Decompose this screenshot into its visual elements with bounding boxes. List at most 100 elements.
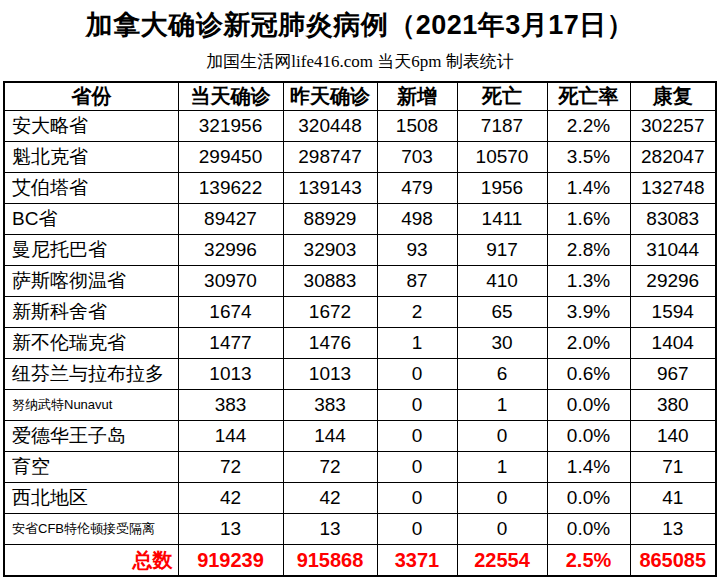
value-cell: 6 [457,359,547,390]
total-recovered: 865085 [630,545,716,577]
table-row: 安省CFB特伦顿接受隔离1313000.0%13 [4,514,716,545]
value-cell: 1594 [630,297,716,328]
value-cell: 1674 [178,297,283,328]
value-cell: 65 [457,297,547,328]
value-cell: 32996 [178,235,283,266]
value-cell: 967 [630,359,716,390]
table-row: 安大略省321956320448150871872.2%302257 [4,111,716,142]
value-cell: 0 [457,421,547,452]
value-cell: 302257 [630,111,716,142]
value-cell: 7187 [457,111,547,142]
table-row: 纽芬兰与拉布拉多10131013060.6%967 [4,359,716,390]
value-cell: 1508 [377,111,457,142]
table-body: 安大略省321956320448150871872.2%302257魁北克省29… [4,111,716,545]
value-cell: 1.4% [547,452,630,483]
value-cell: 30883 [283,266,377,297]
value-cell: 13 [283,514,377,545]
page-subtitle: 加国生活网life416.com 当天6pm 制表统计 [0,50,720,73]
table-row: 魁北克省299450298747703105703.5%282047 [4,142,716,173]
province-cell: 魁北克省 [4,142,178,173]
province-cell: 新斯科舍省 [4,297,178,328]
value-cell: 1411 [457,204,547,235]
total-label: 总数 [4,545,178,577]
value-cell: 139622 [178,173,283,204]
value-cell: 1404 [630,328,716,359]
table-row: 新斯科舍省167416722653.9%1594 [4,297,716,328]
value-cell: 42 [178,483,283,514]
value-cell: 282047 [630,142,716,173]
province-cell: 努纳武特Nunavut [4,390,178,421]
header-cell-yesterday-confirmed: 昨天确诊 [283,82,377,111]
page-title: 加拿大确诊新冠肺炎病例（2021年3月17日） [0,7,720,43]
value-cell: 0 [377,452,457,483]
value-cell: 320448 [283,111,377,142]
header-cell-new-cases: 新增 [377,82,457,111]
value-cell: 0 [377,483,457,514]
value-cell: 31044 [630,235,716,266]
value-cell: 383 [178,390,283,421]
header-cell-province: 省份 [4,82,178,111]
province-cell: 育空 [4,452,178,483]
value-cell: 3.9% [547,297,630,328]
value-cell: 0.0% [547,483,630,514]
value-cell: 0 [377,390,457,421]
value-cell: 2 [377,297,457,328]
value-cell: 13 [178,514,283,545]
value-cell: 30 [457,328,547,359]
value-cell: 144 [283,421,377,452]
province-cell: 新不伦瑞克省 [4,328,178,359]
total-deaths: 22554 [457,545,547,577]
value-cell: 42 [283,483,377,514]
value-cell: 1.3% [547,266,630,297]
value-cell: 0 [377,421,457,452]
province-cell: 安大略省 [4,111,178,142]
value-cell: 2.2% [547,111,630,142]
value-cell: 1.6% [547,204,630,235]
value-cell: 1476 [283,328,377,359]
value-cell: 380 [630,390,716,421]
value-cell: 321956 [178,111,283,142]
value-cell: 13 [630,514,716,545]
value-cell: 132748 [630,173,716,204]
value-cell: 0.6% [547,359,630,390]
province-cell: 曼尼托巴省 [4,235,178,266]
value-cell: 140 [630,421,716,452]
table-row: 艾伯塔省13962213914347919561.4%132748 [4,173,716,204]
value-cell: 2.8% [547,235,630,266]
value-cell: 1 [377,328,457,359]
value-cell: 0.0% [547,514,630,545]
value-cell: 88929 [283,204,377,235]
province-cell: 爱德华王子岛 [4,421,178,452]
value-cell: 0 [377,359,457,390]
value-cell: 139143 [283,173,377,204]
table-row: 努纳武特Nunavut383383010.0%380 [4,390,716,421]
province-cell: BC省 [4,204,178,235]
value-cell: 32903 [283,235,377,266]
value-cell: 144 [178,421,283,452]
value-cell: 498 [377,204,457,235]
table-header-row: 省份 当天确诊 昨天确诊 新增 死亡 死亡率 康复 [4,82,716,111]
total-new-cases: 3371 [377,545,457,577]
value-cell: 1 [457,452,547,483]
value-cell: 0 [457,514,547,545]
value-cell: 10570 [457,142,547,173]
total-death-rate: 2.5% [547,545,630,577]
province-cell: 安省CFB特伦顿接受隔离 [4,514,178,545]
header-cell-today-confirmed: 当天确诊 [178,82,283,111]
value-cell: 1013 [283,359,377,390]
covid-table: 省份 当天确诊 昨天确诊 新增 死亡 死亡率 康复 安大略省3219563204… [3,81,717,577]
value-cell: 72 [283,452,377,483]
header-cell-recovered: 康复 [630,82,716,111]
value-cell: 29296 [630,266,716,297]
value-cell: 83083 [630,204,716,235]
header-cell-death-rate: 死亡率 [547,82,630,111]
page: 加拿大确诊新冠肺炎病例（2021年3月17日） 加国生活网life416.com… [0,7,720,577]
value-cell: 1672 [283,297,377,328]
table-row: 新不伦瑞克省147714761302.0%1404 [4,328,716,359]
value-cell: 1956 [457,173,547,204]
value-cell: 2.0% [547,328,630,359]
value-cell: 0.0% [547,421,630,452]
table-row: 西北地区4242000.0%41 [4,483,716,514]
value-cell: 30970 [178,266,283,297]
value-cell: 410 [457,266,547,297]
